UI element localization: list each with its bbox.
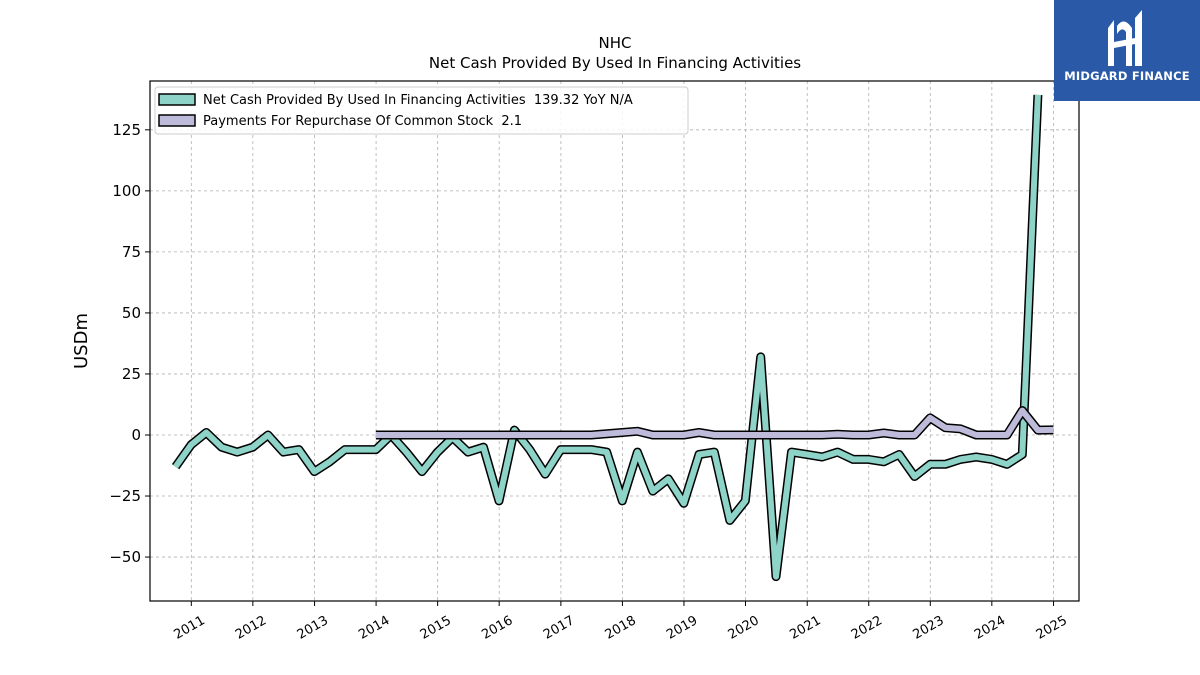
- legend-label-net-cash: Net Cash Provided By Used In Financing A…: [203, 93, 633, 108]
- x-tick-label: 2017: [541, 613, 577, 643]
- y-tick-label: −25: [109, 487, 141, 505]
- series-lines: [171, 94, 1054, 582]
- midgard-finance-logo: MIDGARD FINANCE: [1054, 0, 1200, 101]
- y-tick-label: 0: [131, 426, 141, 444]
- x-tick-label: 2022: [849, 613, 885, 643]
- series-outline-1: [375, 406, 1054, 440]
- y-tick-label: 25: [122, 365, 141, 383]
- y-tick-label: 75: [122, 243, 141, 261]
- chart-title: NHC: [599, 34, 632, 52]
- series-line-1: [375, 407, 1054, 438]
- y-tick-label: 100: [112, 182, 141, 200]
- x-tick-label: 2012: [233, 613, 269, 643]
- legend: Net Cash Provided By Used In Financing A…: [154, 86, 689, 135]
- legend-swatch-net-cash: [158, 93, 196, 106]
- series-line-0: [173, 94, 1041, 580]
- x-tick-label: 2020: [726, 613, 762, 643]
- x-tick-label: 2025: [1034, 613, 1070, 643]
- plot-frame: [149, 80, 1080, 602]
- y-axis-label: USDm: [71, 313, 92, 369]
- x-tick-label: 2019: [664, 613, 700, 643]
- series-outline-0: [171, 94, 1043, 582]
- x-tick-label: 2016: [479, 613, 515, 643]
- logo-text: MIDGARD FINANCE: [1064, 69, 1190, 83]
- legend-label-repurchase: Payments For Repurchase Of Common Stock …: [203, 114, 522, 129]
- legend-swatch-repurchase: [158, 114, 196, 127]
- x-tick-label: 2014: [356, 613, 392, 643]
- chart-subtitle: Net Cash Provided By Used In Financing A…: [429, 54, 801, 72]
- x-tick-label: 2018: [603, 613, 639, 643]
- x-tick-label: 2024: [972, 613, 1008, 643]
- midgard-logo-icon: [1108, 10, 1142, 66]
- x-tick-label: 2021: [787, 613, 823, 643]
- grid-lines: [150, 81, 1079, 601]
- x-tick-label: 2015: [418, 613, 454, 643]
- x-axis: 2011 2012 2013 2014 2015 2016 2017 2018 2019 2020…: [171, 601, 1070, 643]
- x-tick-label: 2013: [295, 613, 331, 643]
- y-tick-label: 125: [112, 121, 141, 139]
- y-tick-label: 50: [122, 304, 141, 322]
- x-tick-label: 2011: [171, 613, 207, 643]
- x-tick-label: 2023: [910, 613, 946, 643]
- y-tick-label: −50: [109, 548, 141, 566]
- legend-box: [154, 86, 689, 135]
- y-axis: −50 −25 0 25 50 75 100 125: [109, 121, 150, 566]
